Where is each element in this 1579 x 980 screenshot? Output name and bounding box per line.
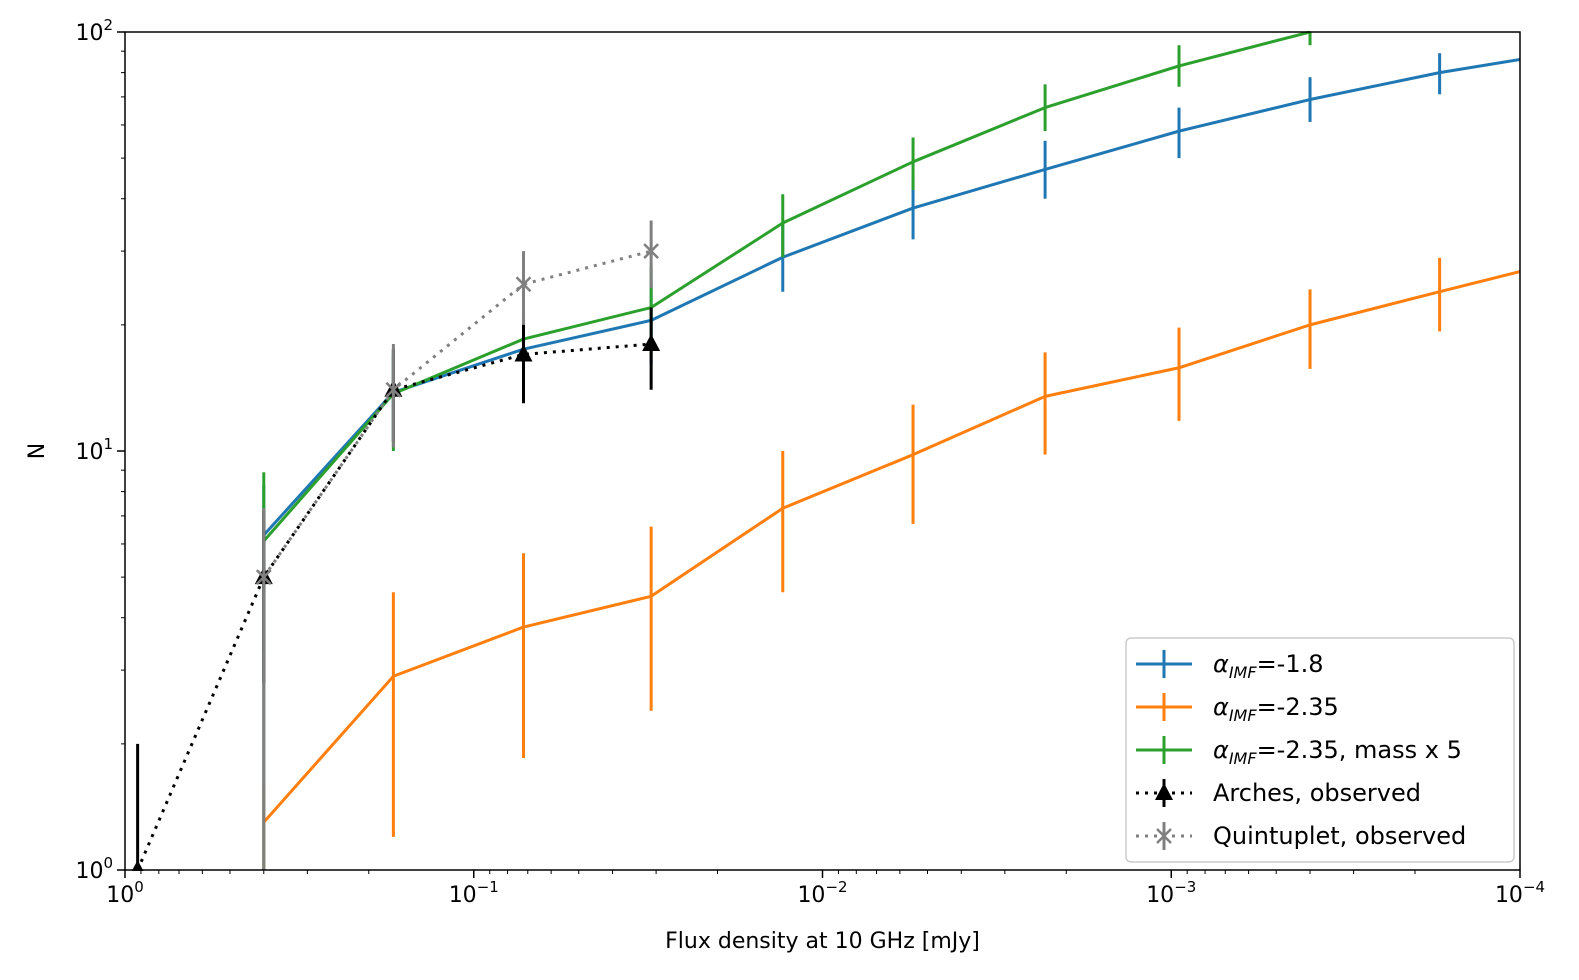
y-tick-label: 101	[75, 435, 113, 465]
y-axis-label: N	[25, 443, 50, 459]
data-point	[131, 860, 144, 871]
legend-swatch-marker	[1155, 783, 1173, 800]
series-2	[262, 31, 1312, 653]
data-point	[514, 344, 533, 362]
legend-item-2: αIMF=-2.35, mass x 5	[1136, 736, 1462, 768]
y-tick-label: 102	[75, 16, 113, 46]
data-point	[255, 569, 272, 586]
x-tick-label: 10−4	[1495, 878, 1545, 908]
legend-swatch-marker	[1156, 828, 1172, 844]
legend-label: αIMF=-2.35, mass x 5	[1213, 736, 1462, 768]
series-line	[262, 31, 1311, 542]
ticks-layer: 100 10−1 10−2 10−3 10−4 100 101 102	[75, 16, 1545, 908]
legend-item-0: αIMF=-1.8	[1136, 650, 1324, 682]
x-axis-label: Flux density at 10 GHz [mJy]	[665, 929, 980, 954]
data-point	[642, 334, 661, 352]
legend-label: αIMF=-2.35	[1213, 693, 1339, 725]
data-point	[643, 243, 660, 259]
legend-label: Quintuplet, observed	[1213, 822, 1466, 850]
legend: αIMF=-1.8 αIMF=-2.35 αIMF=-2.35, mass x 5 A…	[1125, 637, 1515, 863]
data-point	[385, 381, 402, 398]
y-tick-label: 100	[75, 854, 113, 884]
legend-item-4: Quintuplet, observed	[1136, 822, 1466, 850]
legend-item-3: Arches, observed	[1136, 779, 1421, 807]
data-point	[515, 276, 532, 293]
series-line	[262, 249, 652, 578]
legend-box	[1125, 637, 1515, 863]
x-tick-label: 10−3	[1146, 878, 1196, 908]
series-4	[255, 220, 660, 870]
legend-item-1: αIMF=-2.35	[1136, 693, 1339, 725]
series-layer	[131, 31, 1520, 871]
x-tick-label: 100	[106, 878, 144, 908]
legend-label: Arches, observed	[1213, 779, 1421, 807]
x-tick-label: 10−1	[449, 878, 499, 908]
legend-label: αIMF=-1.8	[1213, 650, 1324, 682]
x-tick-label: 10−2	[797, 878, 847, 908]
